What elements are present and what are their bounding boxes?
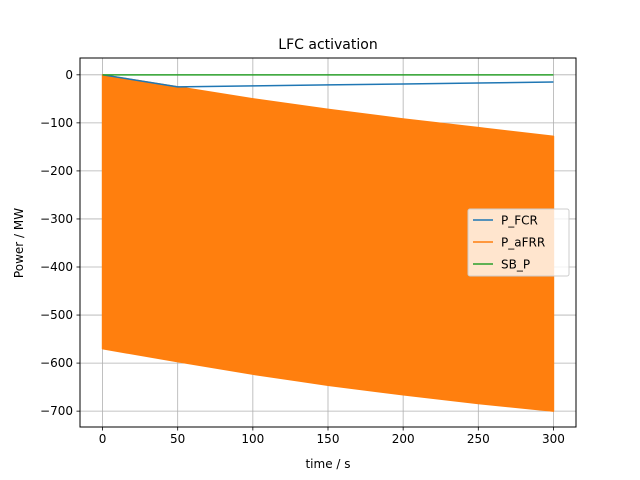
x-tick-label: 50: [170, 432, 185, 446]
series-band-P_aFRR: [101, 74, 555, 412]
legend-label: P_FCR: [501, 214, 538, 228]
x-tick-label: 300: [542, 432, 565, 446]
x-tick-label: 150: [317, 432, 340, 446]
y-tick-label: −300: [40, 212, 73, 226]
y-tick-label: −600: [40, 356, 73, 370]
y-tick-label: −100: [40, 116, 73, 130]
legend: P_FCR P_aFRR SB_P: [467, 208, 570, 277]
x-tick-label: 0: [99, 432, 107, 446]
x-tick-label: 200: [392, 432, 415, 446]
x-axis-label: time / s: [305, 457, 350, 471]
x-axis-ticks: 0 50 100 150 200 250 300: [99, 427, 565, 446]
x-tick-label: 100: [241, 432, 264, 446]
y-axis-ticks: 0 −100 −200 −300 −400 −500 −600 −700: [40, 68, 80, 418]
x-tick-label: 250: [467, 432, 490, 446]
legend-label: SB_P: [501, 258, 530, 272]
y-tick-label: −400: [40, 260, 73, 274]
y-tick-label: −700: [40, 404, 73, 418]
plot-series: [101, 74, 555, 412]
legend-box: [467, 208, 570, 277]
chart-title: LFC activation: [278, 37, 377, 53]
y-tick-label: −500: [40, 308, 73, 322]
legend-label: P_aFRR: [501, 236, 545, 250]
y-tick-label: 0: [65, 68, 73, 82]
y-axis-label: Power / MW: [12, 208, 26, 278]
series-line-P_FCR: [102, 74, 554, 88]
y-tick-label: −200: [40, 164, 73, 178]
